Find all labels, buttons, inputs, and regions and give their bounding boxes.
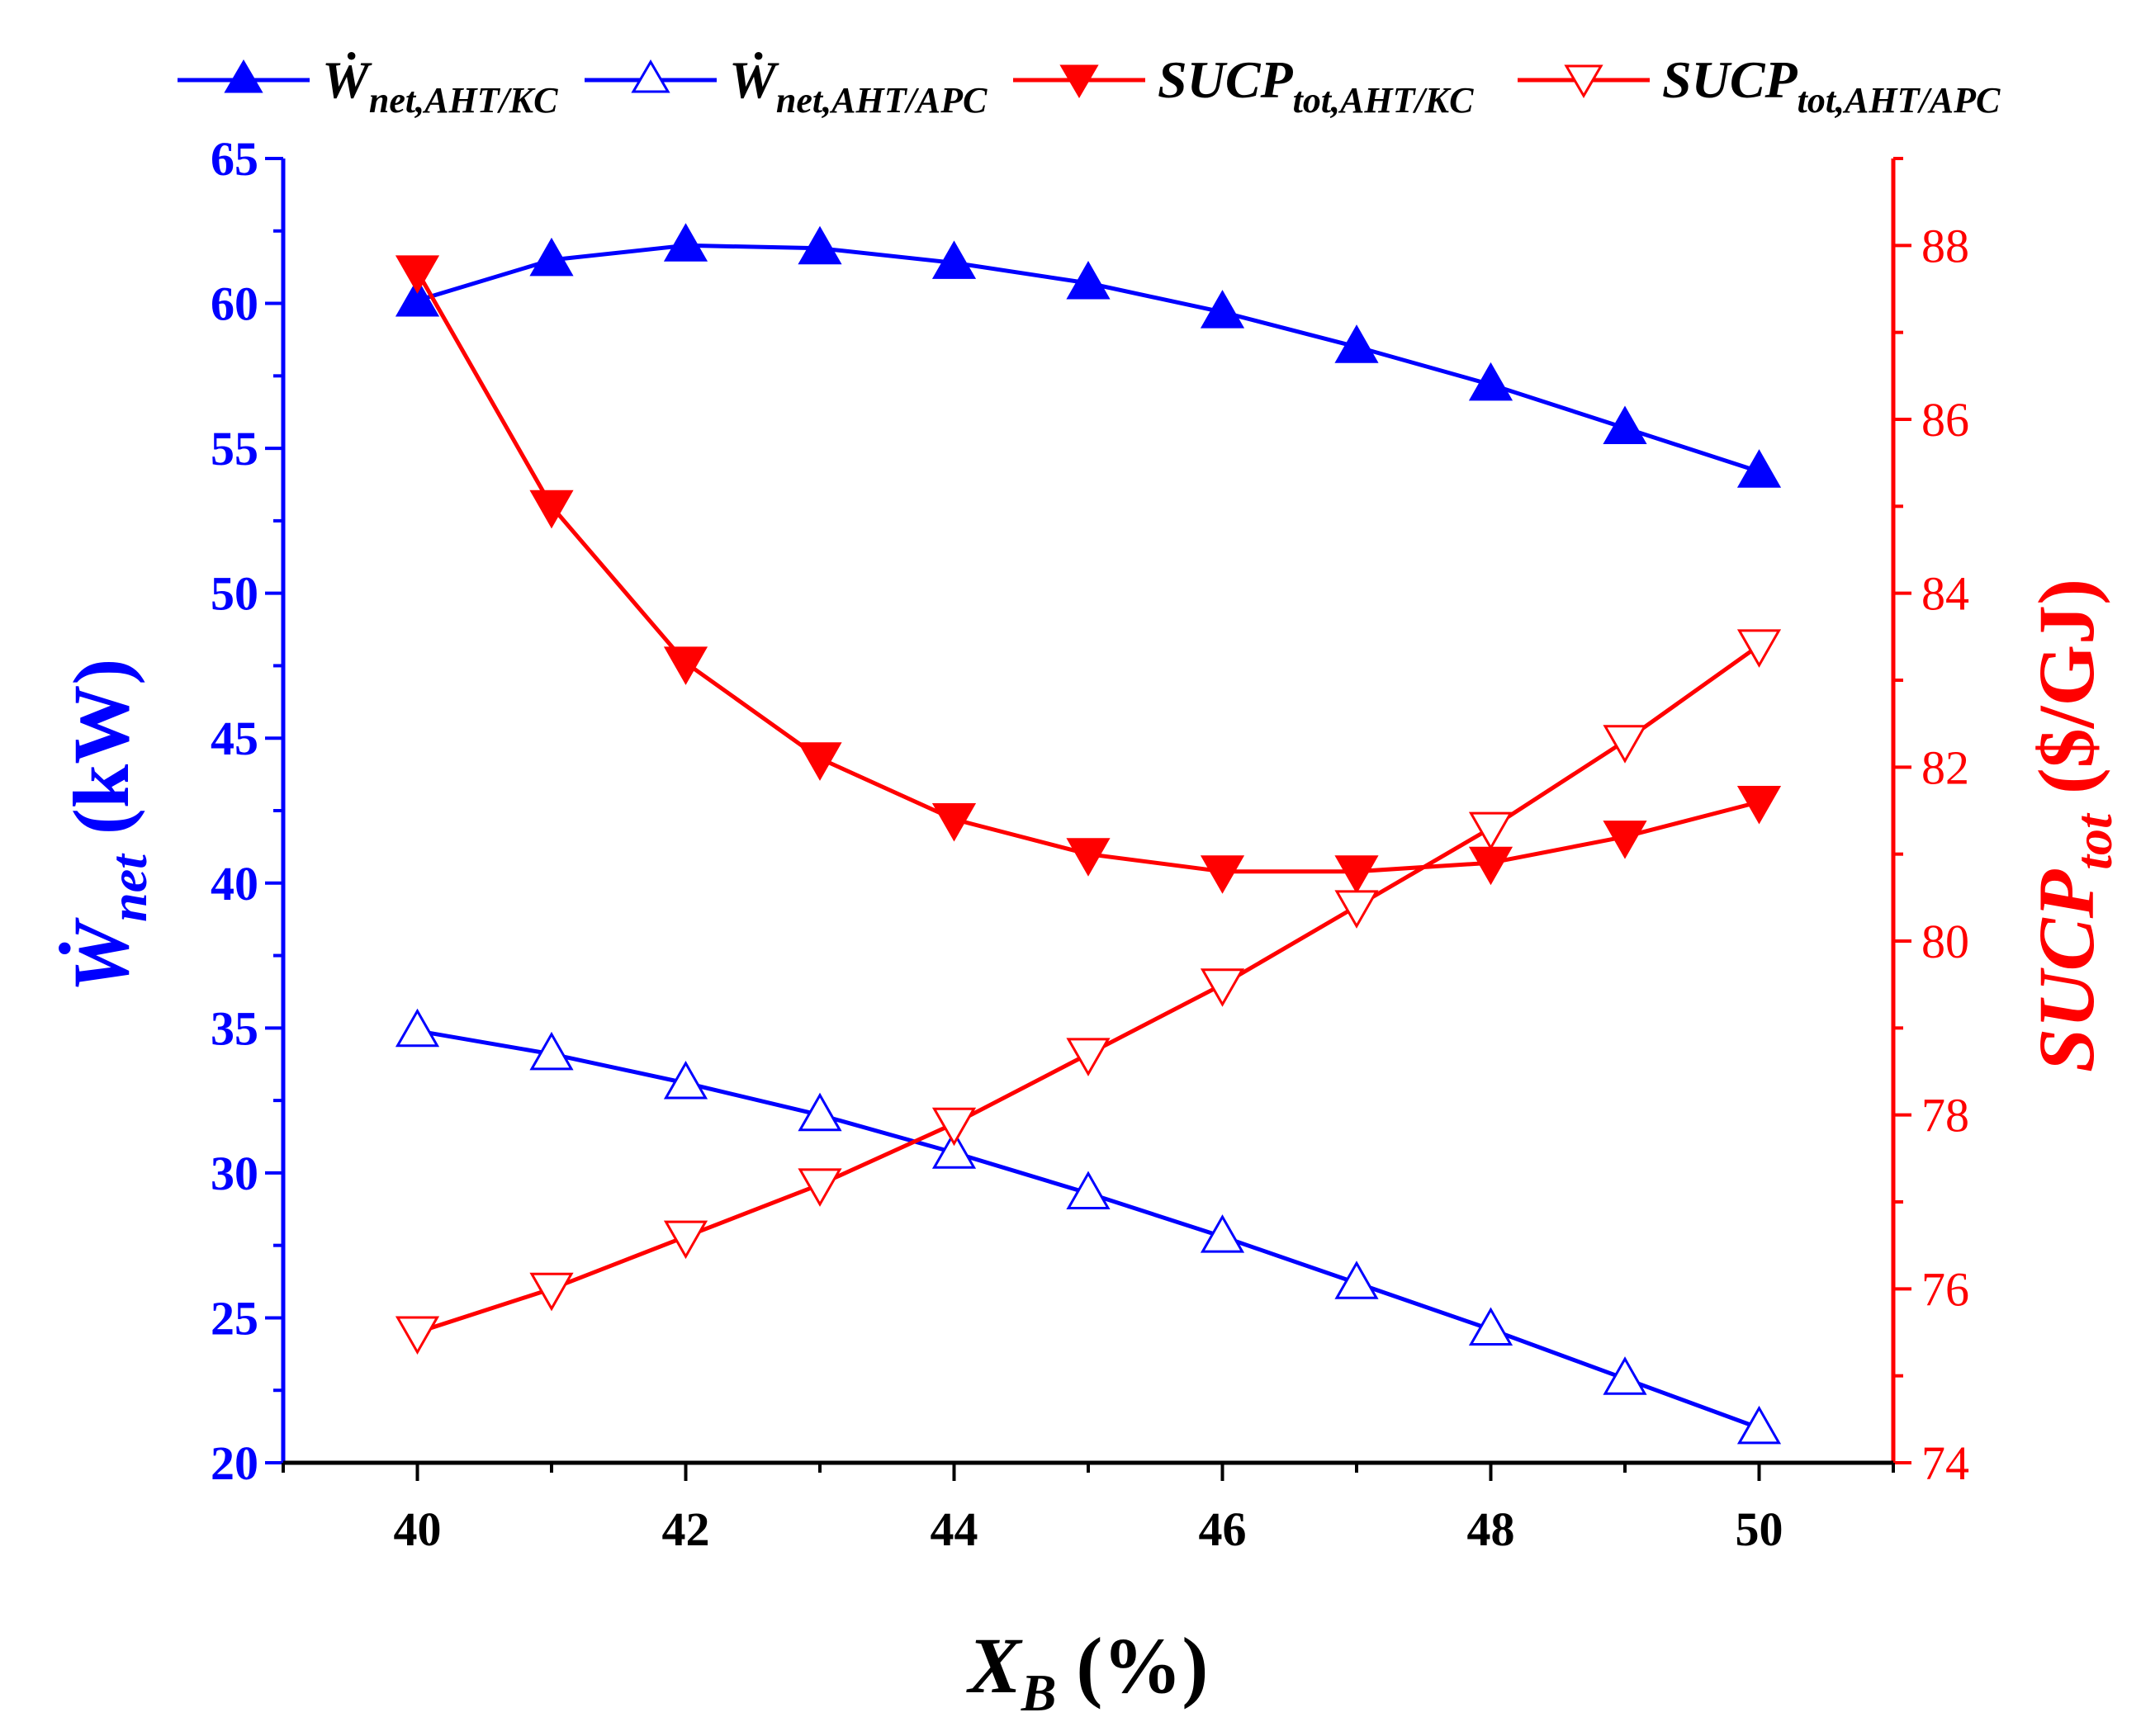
right-tick-label: 82: [1921, 740, 1969, 794]
x-tick-label: 50: [1736, 1502, 1783, 1556]
ticks: 20 25 30 35 40 45 50 55 60 65 74 76 78 80 82 84 86 88 40 42…: [211, 132, 1969, 1556]
legend-item-sucp-aht-apc: SUCPtot,AHT/APC: [1518, 50, 2001, 121]
left-tick-label: 35: [211, 1001, 258, 1055]
series-3-marker: [931, 1107, 977, 1147]
series-3-marker: [1468, 811, 1513, 851]
axes: [281, 158, 1896, 1465]
left-tick-label: 60: [211, 277, 258, 331]
series-3-marker: [395, 1316, 440, 1355]
legend-marker-open-up-triangle: [631, 59, 670, 93]
right-axis-title: SUCPtot ($/GJ): [2022, 579, 2123, 1072]
series-3-marker: [1200, 968, 1245, 1007]
left-tick-label: 45: [211, 712, 258, 765]
series-2-marker: [1334, 855, 1379, 894]
series-1-marker: [1603, 1356, 1647, 1395]
series-1-marker: [529, 1031, 574, 1071]
series-3-marker: [1334, 890, 1379, 929]
right-tick-label: 78: [1921, 1089, 1969, 1142]
right-tick-label: 80: [1921, 915, 1969, 968]
right-tick-label: 86: [1921, 393, 1969, 447]
series-2-marker: [1200, 855, 1245, 894]
series-2-marker: [931, 803, 977, 842]
series-0-marker: [798, 225, 842, 265]
left-axis-title: Ẇnet (kW): [57, 659, 158, 992]
series-0-marker: [529, 237, 574, 277]
legend: Ẇnet,AHT/KC Ẇnet,AHT/APC SUCPtot,AHT/KC …: [178, 50, 2001, 121]
series-3-marker: [1066, 1038, 1111, 1076]
right-tick-label: 74: [1921, 1436, 1969, 1490]
left-tick-label: 40: [211, 857, 258, 911]
legend-marker-filled-down-triangle: [1059, 64, 1099, 98]
left-tick-label: 25: [211, 1291, 258, 1345]
series-1-marker: [663, 1060, 708, 1100]
x-tick-label: 48: [1467, 1502, 1515, 1556]
series-3-marker: [1603, 725, 1647, 764]
x-axis-title: XB (%): [966, 1621, 1209, 1722]
series-2-marker: [663, 646, 708, 685]
x-tick-label: 46: [1199, 1502, 1247, 1556]
left-tick-label: 30: [211, 1147, 258, 1200]
series-1-marker: [798, 1092, 842, 1132]
series-layer: [395, 223, 1782, 1445]
series-2-marker: [529, 490, 574, 529]
series-2-marker: [395, 255, 440, 294]
left-tick-label: 20: [211, 1436, 258, 1490]
series-0-marker: [1603, 405, 1647, 444]
series-3-marker: [663, 1220, 708, 1260]
series-1-marker: [1200, 1214, 1245, 1253]
legend-label-sucp-aht-kc: SUCPtot,AHT/KC: [1158, 50, 1474, 121]
series-3-marker: [1736, 629, 1782, 668]
series-line-3: [416, 643, 1760, 1335]
series-1-marker: [931, 1130, 977, 1169]
series-2-marker: [1066, 838, 1111, 877]
series-3-marker: [529, 1272, 574, 1312]
series-1-marker: [1468, 1307, 1513, 1346]
series-3-marker: [798, 1168, 842, 1207]
legend-item-wnet-aht-kc: Ẇnet,AHT/KC: [178, 50, 558, 121]
legend-label-wnet-aht-kc: Ẇnet,AHT/KC: [322, 50, 558, 121]
series-1-marker: [395, 1008, 440, 1048]
series-0-marker: [1468, 362, 1513, 401]
left-tick-label: 65: [211, 132, 258, 186]
series-0-marker: [931, 240, 977, 279]
series-line-1: [417, 1029, 1760, 1431]
right-tick-label: 84: [1921, 567, 1969, 621]
left-tick-label: 55: [211, 422, 258, 475]
series-0-marker: [1736, 449, 1782, 488]
x-tick-label: 42: [662, 1502, 710, 1556]
series-2-marker: [1603, 821, 1647, 859]
series-0-marker: [1200, 290, 1245, 329]
legend-marker-filled-up-triangle: [224, 59, 263, 93]
series-line-2: [415, 270, 1760, 874]
x-tick-label: 40: [394, 1502, 442, 1556]
legend-label-sucp-aht-apc: SUCPtot,AHT/APC: [1662, 50, 2001, 121]
series-2-marker: [798, 742, 842, 781]
x-tick-label: 44: [931, 1502, 978, 1556]
legend-marker-open-down-triangle: [1564, 64, 1603, 98]
legend-item-wnet-aht-apc: Ẇnet,AHT/APC: [585, 50, 988, 121]
legend-item-sucp-aht-kc: SUCPtot,AHT/KC: [1013, 50, 1474, 121]
series-2-marker: [1736, 786, 1782, 825]
series-0-marker: [395, 277, 440, 317]
series-0-marker: [663, 223, 708, 262]
series-1-marker: [1066, 1171, 1111, 1209]
series-1-marker: [1334, 1261, 1379, 1299]
left-tick-label: 50: [211, 567, 258, 621]
series-1-marker: [1736, 1405, 1782, 1445]
series-0-marker: [1334, 324, 1379, 363]
right-tick-label: 88: [1921, 219, 1969, 272]
legend-label-wnet-aht-apc: Ẇnet,AHT/APC: [729, 50, 988, 121]
right-tick-label: 76: [1921, 1262, 1969, 1316]
series-0-marker: [1066, 260, 1111, 300]
